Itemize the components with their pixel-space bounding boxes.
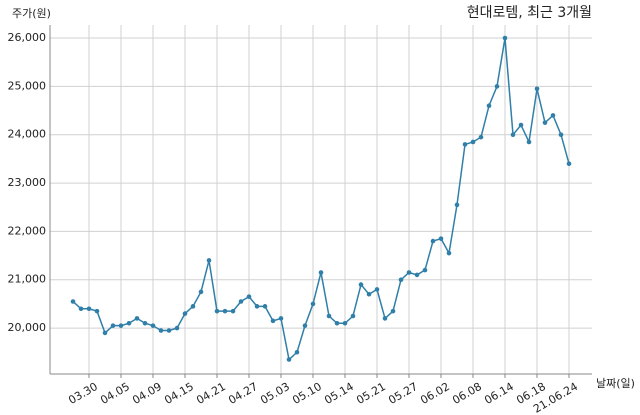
point <box>294 349 300 355</box>
x-tick-label: 05.10 <box>290 380 324 407</box>
point <box>286 357 292 362</box>
point <box>422 267 428 273</box>
point <box>494 84 500 89</box>
point <box>326 313 332 319</box>
point <box>158 328 164 333</box>
point <box>534 86 540 92</box>
point <box>526 139 532 145</box>
point <box>302 323 308 328</box>
point <box>414 272 420 278</box>
y-tick-label: 23,000 <box>8 176 47 189</box>
point <box>518 122 524 128</box>
point <box>278 316 284 321</box>
point <box>166 328 172 333</box>
point <box>230 308 236 314</box>
point <box>174 325 180 331</box>
x-tick-label: 05.21 <box>354 380 388 407</box>
point <box>214 308 220 314</box>
point <box>78 306 84 312</box>
point <box>374 287 380 292</box>
point <box>542 120 548 125</box>
x-axis-label: 날짜(일) <box>596 376 635 390</box>
x-tick-label: 04.27 <box>226 380 260 407</box>
point <box>486 103 492 109</box>
point <box>206 258 212 263</box>
y-tick-label: 20,000 <box>8 321 47 334</box>
point <box>398 277 404 283</box>
point <box>86 306 92 312</box>
point <box>118 323 124 328</box>
point <box>382 316 388 321</box>
point <box>446 250 452 256</box>
point <box>318 270 324 275</box>
point <box>150 323 156 328</box>
point <box>254 304 260 309</box>
y-tick-label: 25,000 <box>8 79 47 92</box>
y-tick-label: 24,000 <box>8 128 47 141</box>
point <box>366 291 372 297</box>
point <box>558 132 564 138</box>
point <box>134 316 140 321</box>
y-tick-label: 21,000 <box>8 273 47 286</box>
x-tick-label: 05.27 <box>386 380 420 407</box>
y-axis-label: 주가(원) <box>12 7 51 20</box>
x-tick-label: 05.03 <box>258 380 292 407</box>
point <box>358 282 364 287</box>
chart-title: 현대로템, 최근 3개월 <box>467 5 592 21</box>
x-tick-label: 04.05 <box>98 380 132 407</box>
x-tick-label: 04.15 <box>162 380 196 407</box>
point <box>510 132 516 138</box>
point <box>454 202 460 208</box>
x-tick-label: 03.30 <box>66 380 100 407</box>
point <box>502 35 508 41</box>
point <box>110 323 116 328</box>
point <box>70 299 76 304</box>
point <box>406 270 412 275</box>
x-tick-label: 05.14 <box>322 380 356 407</box>
point <box>342 320 348 326</box>
point <box>350 313 356 319</box>
x-tick-label: 04.09 <box>130 380 164 407</box>
y-tick-label: 26,000 <box>8 31 47 44</box>
point <box>142 320 148 326</box>
point <box>262 304 268 309</box>
point <box>462 142 468 147</box>
point <box>438 236 444 241</box>
point <box>222 308 228 314</box>
x-tick-label: 06.14 <box>482 380 516 407</box>
point <box>198 289 204 295</box>
point <box>390 308 396 314</box>
x-tick-label: 06.02 <box>418 380 452 407</box>
point <box>238 299 244 304</box>
point <box>430 238 436 244</box>
point <box>270 318 276 324</box>
point <box>566 161 572 167</box>
point <box>310 301 316 307</box>
point <box>190 304 196 309</box>
point <box>550 113 556 118</box>
point <box>102 330 108 336</box>
point <box>94 308 100 314</box>
x-tick-label: 04.21 <box>194 380 228 407</box>
point <box>470 139 476 145</box>
point <box>126 320 132 326</box>
point <box>478 134 484 140</box>
point <box>334 320 340 326</box>
point <box>182 311 188 316</box>
point <box>246 294 252 299</box>
y-tick-label: 22,000 <box>8 224 47 237</box>
x-tick-label: 06.08 <box>450 380 484 407</box>
